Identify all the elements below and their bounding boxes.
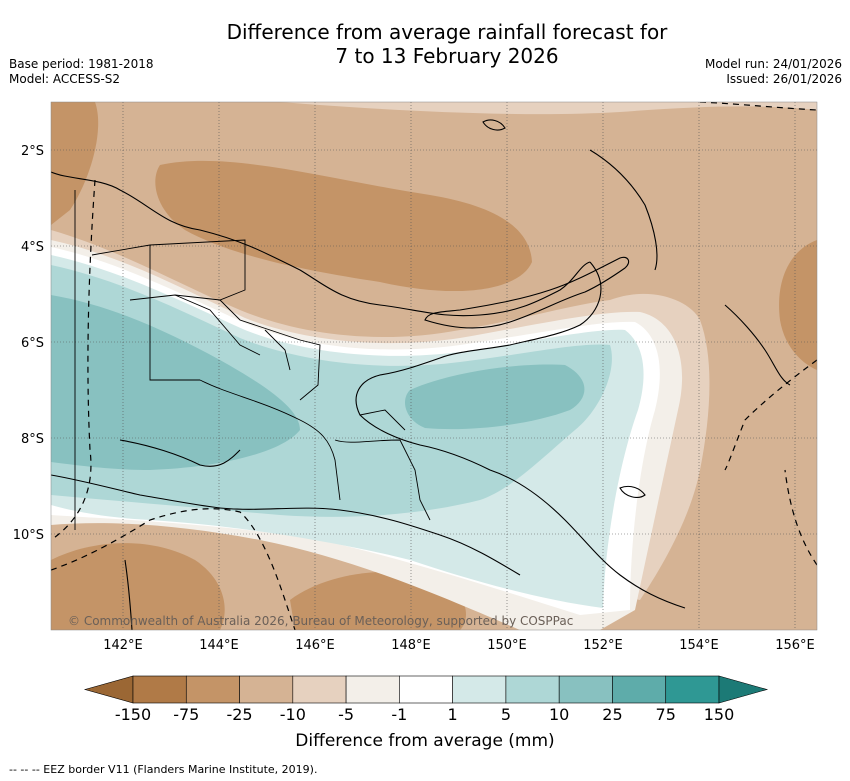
colorbar-segment [505,675,560,704]
colorbar [83,675,769,704]
new-ireland [589,149,658,271]
colorbar-segment [185,675,240,704]
colorbar-segment [292,675,347,704]
new-guinea-south-coast [51,474,521,576]
model-name: Model: ACCESS-S2 [9,72,121,86]
lat-label: 4°S [21,240,44,255]
colorbar-low-extend [83,675,134,704]
meta-left: Base period: 1981-2018 Model: ACCESS-S2 [9,57,154,87]
title-line-1: Difference from average rainfall forecas… [226,20,668,44]
cape-york [124,559,133,630]
manus-island [482,119,506,131]
colorbar-segment [665,675,720,704]
colorbar-segment [612,675,667,704]
gridlines [51,102,817,630]
colorbar-tick-label: 10 [549,705,569,724]
dry-west-corner [51,102,99,225]
base-period: Base period: 1981-2018 [9,57,154,71]
dry-sw-corner [51,543,225,630]
lon-label: 156°E [775,638,815,653]
eez-footnote: -- -- -- EEZ border V11 (Flanders Marine… [9,763,318,776]
lat-label: 2°S [21,144,44,159]
title-line-2: 7 to 13 February 2026 [335,44,559,68]
map-field [51,102,817,630]
model-run: Model run: 24/01/2026 [704,57,842,71]
new-georgia-islands [619,485,646,498]
lat-label: 8°S [21,432,44,447]
colorbar-label: Difference from average (mm) [295,731,555,751]
new-britain [424,256,630,329]
fly-river-coast [119,439,241,467]
wet-core-east [405,364,585,430]
chart-title: Difference from average rainfall forecas… [0,20,850,68]
colorbar-tick-label: -150 [115,705,151,724]
colorbar-tick-label: 150 [704,705,735,724]
lon-label: 144°E [199,638,239,653]
copyright-credit: © Commonwealth of Australia 2026, Bureau… [68,614,574,628]
colorbar-ticks: -150 -75 -25 -10 -5 -1 1 5 10 25 75 150 [115,705,734,724]
colorbar-segment [558,675,613,704]
colorbar-tick-label: -25 [226,705,252,724]
colorbar-segment [132,675,187,704]
colorbar-segment [452,675,507,704]
lon-label: 154°E [679,638,719,653]
colorbar-tick-label: -75 [173,705,199,724]
dry-east-edge [779,240,817,370]
colorbar-segment [239,675,294,704]
colorbar-segment [399,675,453,704]
colorbar-high-extend [718,675,769,704]
light-north-strip [280,102,817,115]
lon-label: 150°E [487,638,527,653]
colorbar-segment [345,675,400,704]
lon-label: 142°E [103,638,143,653]
lon-label: 146°E [295,638,335,653]
longitude-labels: 142°E 144°E 146°E 148°E 150°E 152°E 154°E 156°E [103,638,815,653]
eez-borders [51,102,817,630]
provincial-borders [74,190,431,530]
lat-label: 6°S [21,336,44,351]
colorbar-tick-label: 75 [656,705,676,724]
lon-label: 148°E [391,638,431,653]
lat-label: 10°S [13,528,44,543]
issued-date: Issued: 26/01/2026 [726,72,842,86]
dry-north-band [155,160,532,292]
new-guinea-north-coast [51,171,591,317]
colorbar-tick-label: 1 [448,705,458,724]
wet-core-band [51,295,300,470]
lon-label: 152°E [583,638,623,653]
colorbar-tick-label: -1 [391,705,407,724]
colorbar-tick-label: 5 [501,705,511,724]
meta-right: Model run: 24/01/2026 Issued: 26/01/2026 [705,57,842,87]
colorbar-tick-label: 25 [602,705,622,724]
latitude-labels: 2°S 4°S 6°S 8°S 10°S [13,144,44,543]
colorbar-tick-label: -5 [338,705,354,724]
bougainville [724,304,791,386]
map-frame [50,101,818,631]
colorbar-tick-label: -10 [280,705,306,724]
